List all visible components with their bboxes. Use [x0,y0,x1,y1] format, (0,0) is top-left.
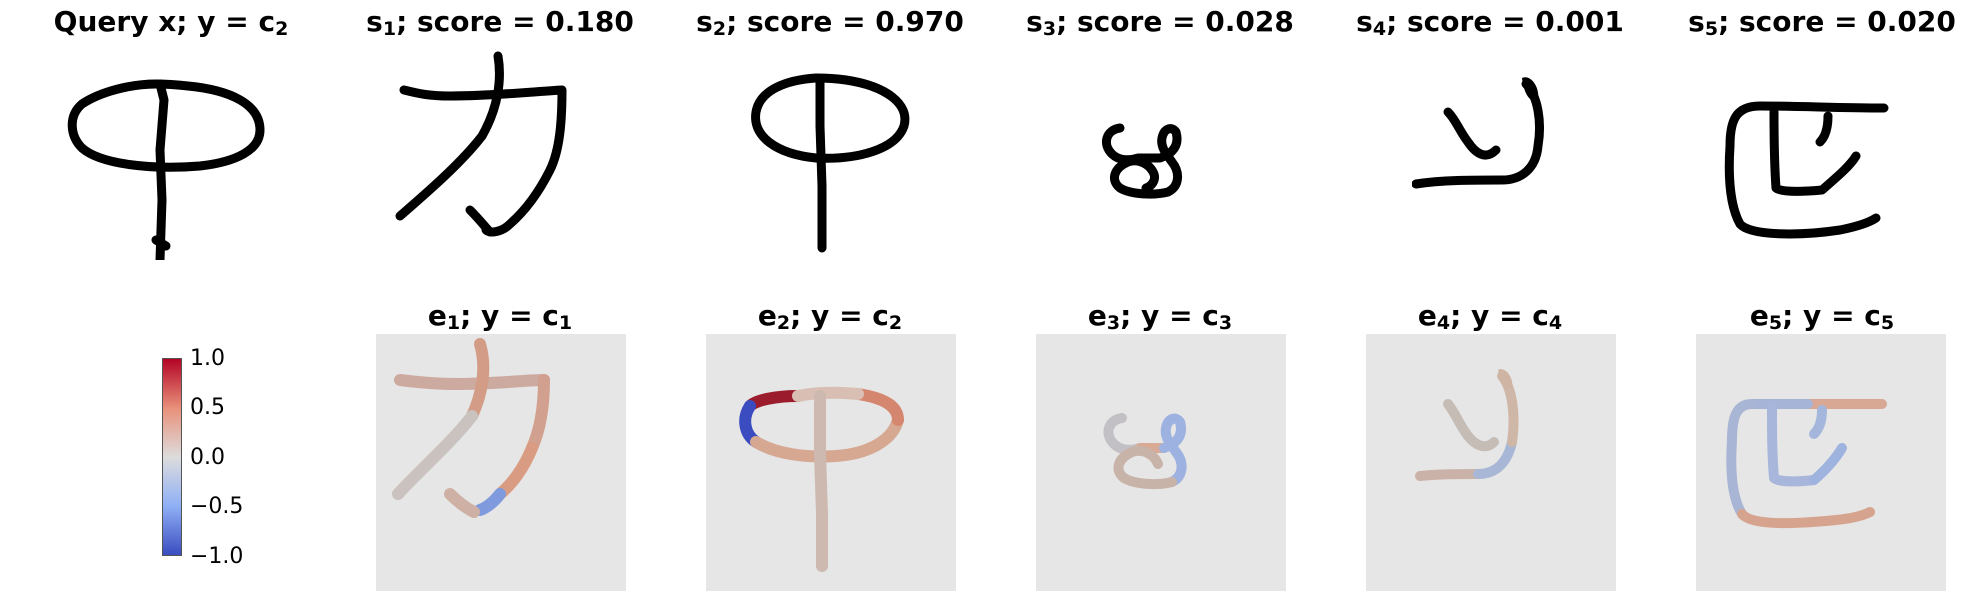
explanation-title-5: e5; y = c5 [1749,299,1895,334]
colorbar-tick: 0.0 [190,445,225,470]
colorbar-tick: −0.5 [190,494,244,519]
query-name: Query x [53,5,177,38]
explanation-heatmap-5 [1696,334,1946,591]
score-label: score = 0.180 [417,5,634,38]
colorbar [162,358,182,556]
explanation-title-2: e2; y = c2 [757,299,903,334]
colorbar-gradient [163,359,181,555]
support-title-2: s2; score = 0.970 [696,5,964,40]
support-glyph-5 [1724,101,1889,239]
score-label: score = 0.020 [1739,5,1956,38]
support-title-3: s3; score = 0.028 [1026,5,1294,40]
explanation-heatmap-1 [376,334,626,591]
query-title: Query x; y = c2 [53,5,289,40]
support-title-1: s1; score = 0.180 [366,5,634,40]
support-glyph-3 [1101,123,1182,199]
score-label: score = 0.028 [1077,5,1294,38]
colorbar-tick: 0.5 [190,395,225,420]
explanation-title-1: e1; y = c1 [427,299,573,334]
support-glyph-4 [1412,77,1544,189]
support-title-5: s5; score = 0.020 [1688,5,1956,40]
explanation-heatmap-2 [706,334,956,591]
support-title-4: s4; score = 0.001 [1356,5,1624,40]
explanation-title-3: e3; y = c3 [1087,299,1233,334]
explanation-title-4: e4; y = c4 [1417,299,1563,334]
colorbar-tick: 1.0 [190,346,225,371]
query-glyph-image [67,79,265,260]
score-label: score = 0.001 [1407,5,1624,38]
colorbar-tick: −1.0 [190,544,244,569]
support-glyph-1 [395,51,567,237]
support-glyph-2 [751,73,910,253]
explanation-heatmap-4 [1366,334,1616,591]
score-label: score = 0.970 [747,5,964,38]
explanation-heatmap-3 [1036,334,1286,591]
